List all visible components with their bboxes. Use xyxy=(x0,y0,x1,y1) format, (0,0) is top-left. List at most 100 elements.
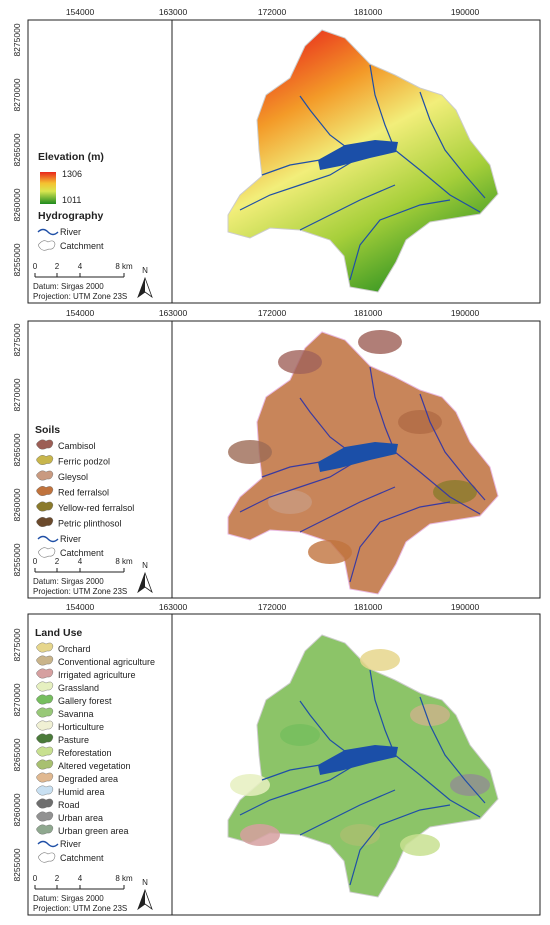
landuse-patch xyxy=(230,774,270,796)
soil-patch xyxy=(398,410,442,434)
y-coordinate-label: 8260000 xyxy=(12,793,22,826)
legend-label: Petric plinthosol xyxy=(58,519,122,529)
legend-river-symbol xyxy=(37,228,59,236)
scale-label: 4 xyxy=(78,262,83,271)
scale-label: 8 km xyxy=(115,557,133,566)
river xyxy=(394,451,481,515)
reservoir xyxy=(318,442,398,472)
legend-swatch xyxy=(36,746,54,757)
legend-label: Irrigated agriculture xyxy=(58,670,136,680)
x-coordinate-label: 163000 xyxy=(159,7,188,17)
scale-label: 0 xyxy=(33,262,38,271)
y-coordinate-label: 8265000 xyxy=(12,433,22,466)
legend-label: Grassland xyxy=(58,683,99,693)
legend-label: Degraded area xyxy=(58,774,118,784)
catchment-area xyxy=(227,634,499,898)
river xyxy=(239,159,356,211)
x-coordinate-label: 181000 xyxy=(354,602,383,612)
legend-label: Catchment xyxy=(60,853,104,863)
y-coordinate-label: 8260000 xyxy=(12,188,22,221)
legend-title: Land Use xyxy=(35,627,82,639)
soil-patch xyxy=(308,540,352,564)
landuse-patch xyxy=(410,704,450,726)
x-coordinate-label: 190000 xyxy=(451,602,480,612)
legend-label: River xyxy=(60,227,81,237)
legend-section: Hydrography xyxy=(38,210,104,222)
x-coordinate-label: 181000 xyxy=(354,308,383,318)
north-arrow-fill xyxy=(138,890,145,909)
legend-label: Catchment xyxy=(60,241,104,251)
x-coordinate-label: 172000 xyxy=(258,308,287,318)
legend-swatch xyxy=(36,486,54,496)
legend-river-symbol xyxy=(37,840,59,848)
legend-label: Orchard xyxy=(58,644,91,654)
scale-label: 8 km xyxy=(115,874,133,883)
river xyxy=(369,64,396,151)
legend-swatch xyxy=(36,501,54,512)
x-coordinate-label: 154000 xyxy=(66,308,95,318)
river xyxy=(299,700,351,756)
legend-swatch xyxy=(36,707,54,718)
y-coordinate-label: 8270000 xyxy=(12,683,22,716)
river xyxy=(239,461,356,513)
catchment-map xyxy=(227,634,499,898)
reservoir xyxy=(318,745,398,775)
north-label: N xyxy=(142,561,148,570)
legend-label: Urban area xyxy=(58,813,103,823)
river xyxy=(419,696,486,804)
legend-swatch xyxy=(36,733,54,744)
river xyxy=(394,754,481,818)
scale-label: 2 xyxy=(55,262,60,271)
y-coordinate-label: 8255000 xyxy=(12,848,22,881)
river xyxy=(349,804,451,886)
y-coordinate-label: 8265000 xyxy=(12,133,22,166)
river xyxy=(239,764,356,816)
legend-swatch xyxy=(36,824,54,835)
legend-swatch xyxy=(36,798,54,809)
map-panel: 154000 163000 172000 181000 190000 8275000 827… xyxy=(12,7,541,304)
x-coordinate-label: 163000 xyxy=(159,308,188,318)
river xyxy=(419,91,486,199)
y-coordinate-label: 8260000 xyxy=(12,488,22,521)
legend-label: Pasture xyxy=(58,735,89,745)
soil-patch xyxy=(228,440,272,464)
river xyxy=(299,789,396,836)
legend-label: Catchment xyxy=(60,548,104,558)
river xyxy=(349,501,451,583)
legend-label: Horticulture xyxy=(58,722,104,732)
map-panel: 154000 163000 172000 181000 190000 8275000 827… xyxy=(12,308,541,599)
landuse-patch xyxy=(360,649,400,671)
soil-patch xyxy=(268,490,312,514)
legend-catchment-symbol xyxy=(38,852,56,863)
datum: Datum: Sirgas 2000 xyxy=(33,894,104,903)
legend-swatch xyxy=(36,668,54,679)
landuse-patch xyxy=(340,824,380,846)
legend-river-symbol xyxy=(37,535,59,543)
north-arrow-fill xyxy=(138,278,145,297)
legend-catchment-symbol xyxy=(38,240,56,251)
x-coordinate-label: 172000 xyxy=(258,602,287,612)
legend-swatch xyxy=(36,455,54,465)
legend-label: Urban green area xyxy=(58,826,129,836)
legend-swatch xyxy=(36,439,54,450)
y-coordinate-label: 8275000 xyxy=(12,23,22,56)
y-coordinate-label: 8275000 xyxy=(12,323,22,356)
legend-min: 1011 xyxy=(62,195,81,205)
legend-swatch xyxy=(36,720,54,731)
legend-label: Humid area xyxy=(58,787,105,797)
legend-swatch xyxy=(36,681,54,692)
river xyxy=(419,393,486,501)
y-coordinate-label: 8255000 xyxy=(12,243,22,276)
projection: Projection: UTM Zone 23S xyxy=(33,904,127,913)
soil-patch xyxy=(278,350,322,374)
north-arrow-fill xyxy=(138,573,145,592)
scale-label: 4 xyxy=(78,557,83,566)
scale-label: 0 xyxy=(33,874,38,883)
river xyxy=(299,95,351,151)
landuse-patch xyxy=(280,724,320,746)
legend-title: Soils xyxy=(35,424,60,436)
river xyxy=(299,486,396,533)
river xyxy=(299,397,351,453)
y-coordinate-label: 8265000 xyxy=(12,738,22,771)
scale-label: 0 xyxy=(33,557,38,566)
